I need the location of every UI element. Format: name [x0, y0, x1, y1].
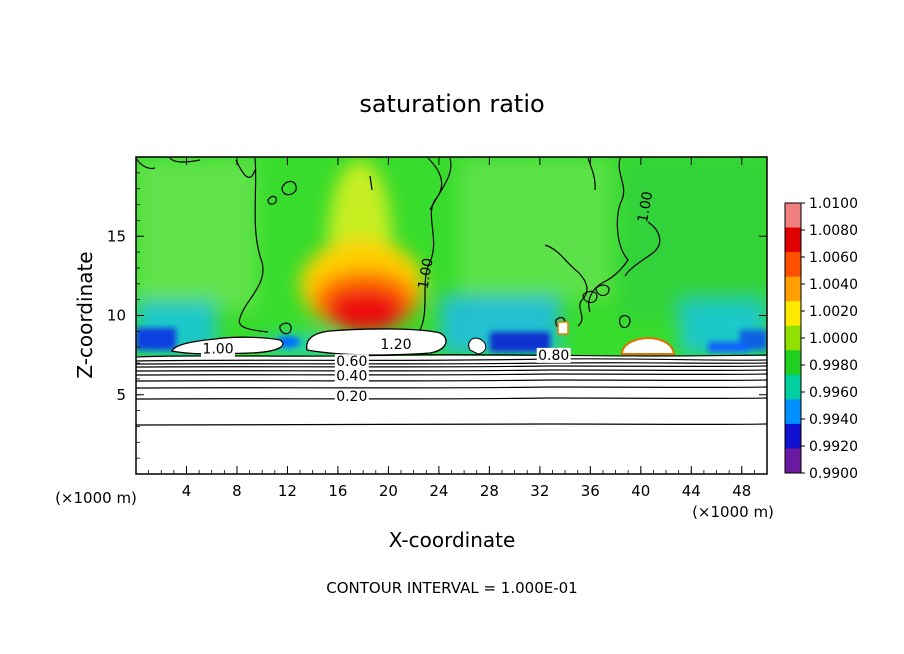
contour-labels: 1.00 1.20 0.600.40 0.20 0.80 1.00 1.00 [201, 190, 656, 405]
colorbar-level-label: 0.9980 [809, 358, 858, 374]
x-tick-label: 20 [379, 482, 398, 500]
x-tick-label: 40 [631, 482, 650, 500]
contour-label: 0.60 [336, 354, 367, 370]
contour-label-bg [334, 389, 369, 405]
x-axis-ticks: 4 8 12 16 20 24 28 32 36 40 44 48 [148, 157, 755, 500]
colorbar-level-label: 1.0080 [809, 223, 858, 239]
colorbar-swatch [785, 399, 801, 425]
colorbar-level-label: 1.0060 [809, 250, 858, 266]
contour-label: 1.00 [202, 342, 233, 358]
plot-field [136, 157, 767, 474]
y-axis-ticks: 5 10 15 [107, 172, 767, 459]
y-axis-label: Z-coordinate [73, 251, 97, 378]
colorbar-level-label: 1.0040 [809, 277, 858, 293]
colorbar: 1.0100 1.0080 1.0060 1.0040 1.0020 1.0000 0.99… [785, 196, 858, 482]
x-tick-label: 16 [328, 482, 347, 500]
x-tick-label: 36 [581, 482, 600, 500]
contour-label-bg [334, 354, 369, 370]
colorbar-level-label: 1.0020 [809, 304, 858, 320]
colorbar-swatch [785, 325, 801, 351]
contour-label-bg [536, 347, 571, 363]
contour-label: 0.20 [336, 389, 367, 405]
x-tick-label: 24 [429, 482, 448, 500]
colorbar-swatch [785, 350, 801, 376]
colorbar-swatch [785, 227, 801, 253]
y-tick-label: 5 [116, 386, 126, 404]
contour-label-bg [378, 336, 413, 352]
colorbar-swatch [785, 374, 801, 400]
x-tick-label: 12 [278, 482, 297, 500]
contour-label: 1.00 [416, 257, 437, 290]
x-axis-label: X-coordinate [389, 528, 516, 552]
contour-label: 0.80 [538, 348, 569, 364]
colorbar-swatch [785, 252, 801, 278]
colorbar-swatch [785, 276, 801, 302]
y-tick-label: 15 [107, 227, 126, 245]
colorbar-swatch [785, 301, 801, 327]
contour-label-bg [201, 341, 236, 357]
colorbar-swatch [785, 203, 801, 229]
contour-label: 1.20 [380, 337, 411, 353]
colorbar-frame [784, 202, 802, 474]
chart-title: saturation ratio [359, 90, 544, 118]
colorbar-level-label: 0.9920 [809, 439, 858, 455]
contour-label: 1.00 [635, 190, 656, 223]
colorbar-level-label: 0.9900 [809, 466, 858, 482]
colorbar-swatch [785, 423, 801, 449]
colorbar-level-label: 0.9960 [809, 385, 858, 401]
colorbar-level-label: 1.0100 [809, 196, 858, 212]
x-tick-label: 44 [682, 482, 701, 500]
colorbar-level-label: 1.0000 [809, 331, 858, 347]
contour-label-bg [334, 368, 369, 384]
colorbar-level-label: 0.9940 [809, 412, 858, 428]
colorbar-swatch [785, 448, 801, 474]
x-tick-label: 32 [530, 482, 549, 500]
x-unit-left: (×1000 m) [55, 489, 137, 507]
x-unit-right: (×1000 m) [692, 503, 774, 521]
y-tick-label: 10 [107, 307, 126, 325]
x-tick-label: 8 [232, 482, 242, 500]
contour-label: 0.40 [336, 368, 367, 384]
x-tick-label: 28 [480, 482, 499, 500]
x-tick-label: 48 [732, 482, 751, 500]
contour-interval-note: CONTOUR INTERVAL = 1.000E-01 [326, 579, 577, 597]
x-tick-label: 4 [182, 482, 192, 500]
